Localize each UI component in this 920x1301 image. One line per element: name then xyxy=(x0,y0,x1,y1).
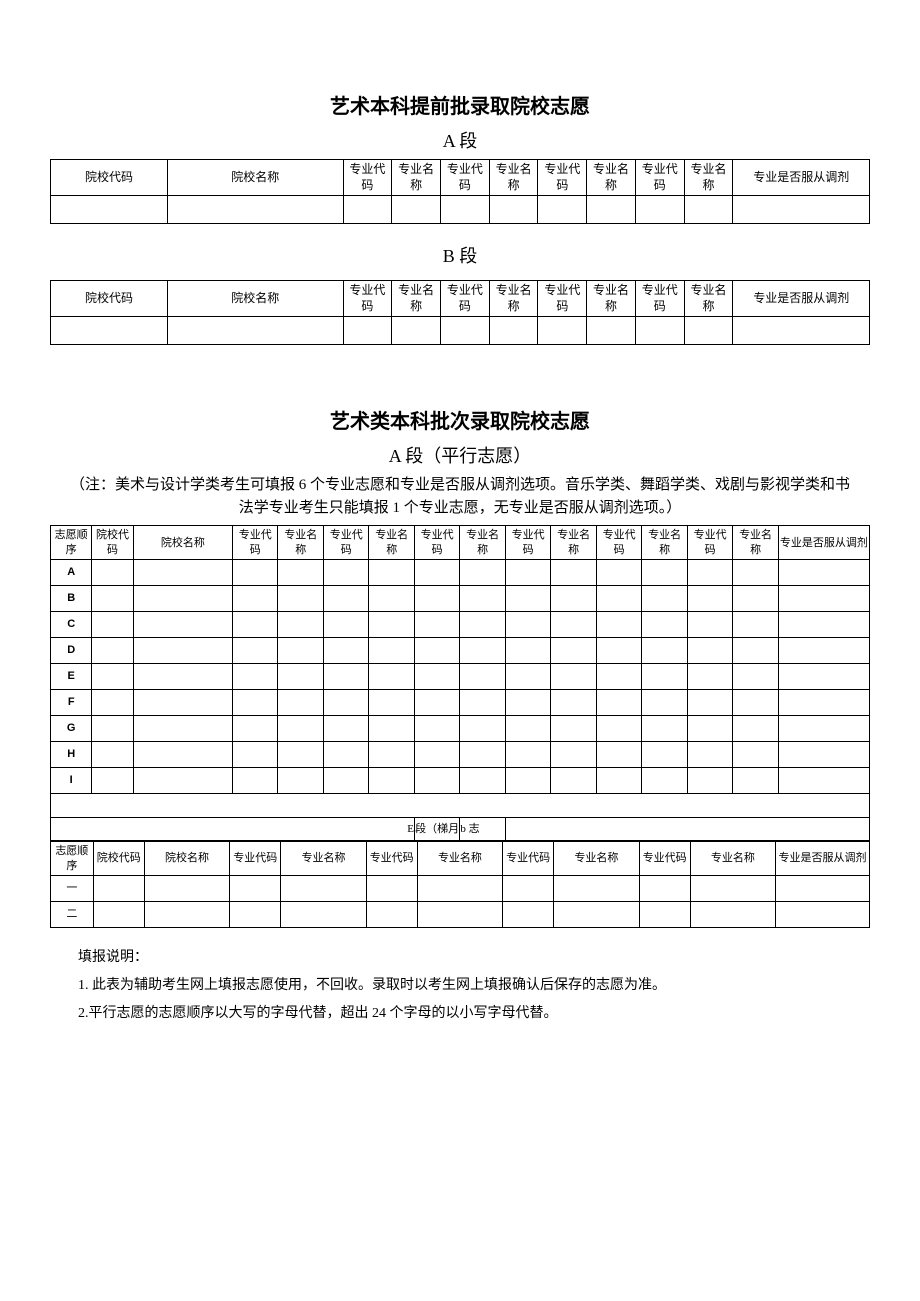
table-header-row: 志愿顺序 院校代码 院校名称 专业代码 专业名称 专业代码 专业名称 专业代码 … xyxy=(51,842,870,876)
table-row: I xyxy=(51,767,870,793)
table-header-row: 院校代码 院校名称 专业代码 专业名称 专业代码 专业名称 专业代码 专业名称 … xyxy=(51,281,870,317)
table-section1-a: 院校代码 院校名称 专业代码 专业名称 专业代码 专业名称 专业代码 专业名称 … xyxy=(50,159,870,224)
th-adjust: 专业是否服从调剂 xyxy=(733,160,870,196)
th-order: 志愿顺序 xyxy=(51,526,92,560)
section1-segment-b: B 段 xyxy=(50,224,870,280)
section2-note: （注：美术与设计学类考生可填报 6 个专业志愿和专业是否服从调剂选项。音乐学类、… xyxy=(50,474,870,519)
th-major-code: 专业代码 xyxy=(440,160,489,196)
th-adjust: 专业是否服从调剂 xyxy=(776,842,870,876)
th-major-code: 专业代码 xyxy=(366,842,417,876)
table-row xyxy=(51,317,870,345)
table-row: 二 xyxy=(51,901,870,927)
th-major-name: 专业名称 xyxy=(733,526,778,560)
table-header-row: 院校代码 院校名称 专业代码 专业名称 专业代码 专业名称 专业代码 专业名称 … xyxy=(51,160,870,196)
th-major-name: 专业名称 xyxy=(392,160,441,196)
table-section2-e: 志愿顺序 院校代码 院校名称 专业代码 专业名称 专业代码 专业名称 专业代码 … xyxy=(50,841,870,928)
table-row: D xyxy=(51,637,870,663)
th-major-code: 专业代码 xyxy=(596,526,641,560)
th-major-code: 专业代码 xyxy=(538,160,587,196)
table-row xyxy=(51,196,870,224)
explain-line2: 2.平行志愿的志愿顺序以大写的字母代替，超出 24 个字母的以小写字母代替。 xyxy=(78,1000,870,1028)
th-major-code: 专业代码 xyxy=(343,281,392,317)
explain-line1: 1. 此表为辅助考生网上填报志愿使用，不回收。录取时以考生网上填报确认后保存的志… xyxy=(78,972,870,1000)
th-major-code: 专业代码 xyxy=(233,526,278,560)
th-school-name: 院校名称 xyxy=(144,842,229,876)
table-row: A xyxy=(51,559,870,585)
th-school-code: 院校代码 xyxy=(51,281,168,317)
th-major-name: 专业名称 xyxy=(587,160,636,196)
table-row: H xyxy=(51,741,870,767)
row-label: A xyxy=(51,559,92,585)
th-major-code: 专业代码 xyxy=(538,281,587,317)
table-row xyxy=(51,793,870,817)
th-major-code: 专业代码 xyxy=(414,526,459,560)
table-row: 一 xyxy=(51,875,870,901)
th-major-name: 专业名称 xyxy=(392,281,441,317)
th-major-name: 专业名称 xyxy=(278,526,323,560)
th-major-name: 专业名称 xyxy=(489,160,538,196)
th-school-name: 院校名称 xyxy=(168,281,344,317)
explain-block: 填报说明： 1. 此表为辅助考生网上填报志愿使用，不回收。录取时以考生网上填报确… xyxy=(50,944,870,1028)
th-school-code: 院校代码 xyxy=(92,526,133,560)
th-major-name: 专业名称 xyxy=(684,160,733,196)
th-major-name: 专业名称 xyxy=(551,526,596,560)
th-major-name: 专业名称 xyxy=(642,526,687,560)
th-major-name: 专业名称 xyxy=(554,842,639,876)
table-row: G xyxy=(51,715,870,741)
th-major-name: 专业名称 xyxy=(369,526,414,560)
th-major-code: 专业代码 xyxy=(503,842,554,876)
table-row: C xyxy=(51,611,870,637)
explain-title: 填报说明： xyxy=(78,944,870,972)
th-major-name: 专业名称 xyxy=(587,281,636,317)
th-major-name: 专业名称 xyxy=(690,842,775,876)
th-major-name: 专业名称 xyxy=(489,281,538,317)
row-label: C xyxy=(51,611,92,637)
row-label: G xyxy=(51,715,92,741)
th-major-name: 专业名称 xyxy=(460,526,505,560)
th-major-code: 专业代码 xyxy=(635,160,684,196)
section2-segment-a: A 段（平行志愿） xyxy=(50,442,870,468)
row-label: D xyxy=(51,637,92,663)
th-major-code: 专业代码 xyxy=(505,526,550,560)
th-major-name: 专业名称 xyxy=(684,281,733,317)
table-row: B xyxy=(51,585,870,611)
th-school-code: 院校代码 xyxy=(93,842,144,876)
row-label: H xyxy=(51,741,92,767)
th-major-name: 专业名称 xyxy=(417,842,502,876)
th-major-code: 专业代码 xyxy=(323,526,368,560)
section1-segment-a: A 段 xyxy=(50,127,870,153)
section2-segment-e: E 段（梯月 b 志 xyxy=(51,817,870,840)
section1-title: 艺术本科提前批录取院校志愿 xyxy=(50,90,870,119)
row-label: F xyxy=(51,689,92,715)
th-major-name: 专业名称 xyxy=(281,842,366,876)
row-label: 一 xyxy=(51,875,94,901)
th-major-code: 专业代码 xyxy=(343,160,392,196)
th-major-code: 专业代码 xyxy=(635,281,684,317)
th-order: 志愿顺序 xyxy=(51,842,94,876)
row-label: 二 xyxy=(51,901,94,927)
th-major-code: 专业代码 xyxy=(639,842,690,876)
table-section2-a: 志愿顺序 院校代码 院校名称 专业代码 专业名称 专业代码 专业名称 专业代码 … xyxy=(50,525,870,841)
th-major-code: 专业代码 xyxy=(440,281,489,317)
th-major-code: 专业代码 xyxy=(687,526,732,560)
th-adjust: 专业是否服从调剂 xyxy=(778,526,869,560)
table-header-row: 志愿顺序 院校代码 院校名称 专业代码 专业名称 专业代码 专业名称 专业代码 … xyxy=(51,526,870,560)
th-adjust: 专业是否服从调剂 xyxy=(733,281,870,317)
th-major-code: 专业代码 xyxy=(230,842,281,876)
row-label: I xyxy=(51,767,92,793)
th-school-code: 院校代码 xyxy=(51,160,168,196)
row-label: B xyxy=(51,585,92,611)
row-label: E xyxy=(51,663,92,689)
section2-title: 艺术类本科批次录取院校志愿 xyxy=(50,405,870,434)
th-school-name: 院校名称 xyxy=(133,526,232,560)
table-row: E xyxy=(51,663,870,689)
th-school-name: 院校名称 xyxy=(168,160,344,196)
table-row: F xyxy=(51,689,870,715)
table-section1-b: 院校代码 院校名称 专业代码 专业名称 专业代码 专业名称 专业代码 专业名称 … xyxy=(50,280,870,345)
